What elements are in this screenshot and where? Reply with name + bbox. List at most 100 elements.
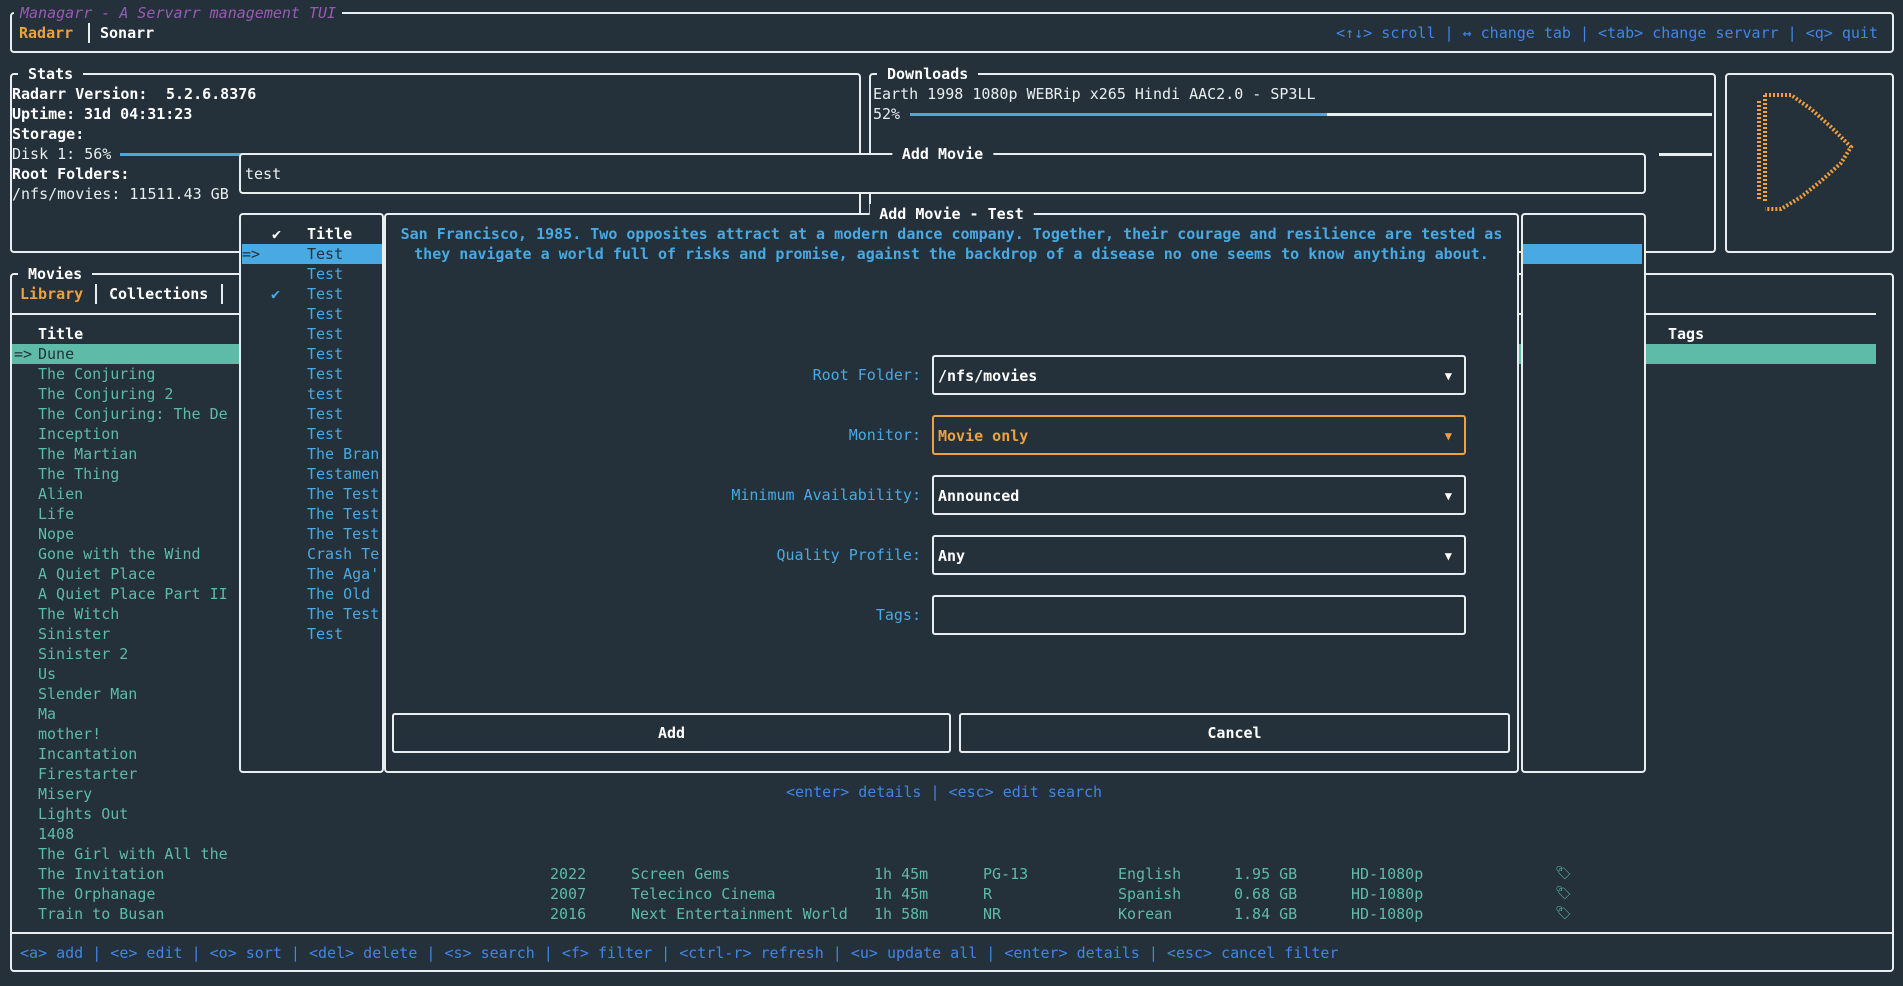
library-row-title[interactable]: Life bbox=[38, 505, 75, 523]
root-folder-value: /nfs/movies bbox=[938, 367, 1038, 385]
library-row-title[interactable]: Alien bbox=[38, 485, 84, 503]
chevron-down-icon: ▼ bbox=[1444, 489, 1452, 503]
library-row-title[interactable]: mother! bbox=[38, 725, 102, 743]
movie-overview-line-1: San Francisco, 1985. Two opposites attra… bbox=[400, 225, 1503, 243]
tab-collections[interactable]: Collections bbox=[109, 285, 209, 303]
library-row-title[interactable]: A Quiet Place bbox=[38, 565, 156, 583]
library-row-title[interactable]: The Invitation bbox=[38, 865, 165, 883]
column-title-header: Title bbox=[38, 325, 84, 343]
library-row-title[interactable]: Incantation bbox=[38, 745, 138, 763]
modal-title: Add Movie - Test bbox=[869, 204, 1034, 224]
search-result-title[interactable]: Test bbox=[307, 365, 344, 383]
library-row-title[interactable]: Us bbox=[38, 665, 57, 683]
minimum-availability-label: Minimum Availability: bbox=[731, 486, 921, 504]
movies-title: Movies bbox=[18, 264, 93, 284]
add-button[interactable]: Add bbox=[392, 713, 951, 753]
search-result-title[interactable]: Test bbox=[307, 625, 344, 643]
library-row-title[interactable]: Misery bbox=[38, 785, 93, 803]
library-row-title[interactable]: Slender Man bbox=[38, 685, 138, 703]
library-row-title[interactable]: Firestarter bbox=[38, 765, 138, 783]
library-row-title[interactable]: Sinister bbox=[38, 625, 111, 643]
minimum-availability-select[interactable]: Announced ▼ bbox=[932, 475, 1466, 515]
search-result-title[interactable]: The Bran bbox=[307, 445, 380, 463]
library-row-title[interactable]: Sinister 2 bbox=[38, 645, 129, 663]
library-row-title[interactable]: The Conjuring: The De bbox=[38, 405, 228, 423]
library-cell-year: 2022 bbox=[550, 865, 587, 883]
library-row-title[interactable]: Dune bbox=[38, 345, 75, 363]
search-result-title[interactable]: Test bbox=[307, 325, 344, 343]
root-folder-value: /nfs/movies: 11511.43 GB bbox=[12, 185, 229, 203]
storage-label: Storage: bbox=[12, 125, 85, 143]
search-result-title[interactable]: Test bbox=[307, 345, 344, 363]
root-folder-select[interactable]: /nfs/movies ▼ bbox=[932, 355, 1466, 395]
search-result-title[interactable]: The Test bbox=[307, 605, 380, 623]
library-cell-language: English bbox=[1118, 865, 1182, 883]
library-row-title[interactable]: Lights Out bbox=[38, 805, 129, 823]
library-row-title[interactable]: The Orphanage bbox=[38, 885, 156, 903]
library-cell-rating: R bbox=[983, 885, 993, 903]
add-movie-search-box: Add Movie test bbox=[239, 144, 1646, 194]
selected-result-highlight bbox=[1523, 244, 1642, 264]
search-results-help: <enter> details | <esc> edit search bbox=[786, 783, 1103, 801]
results-check-header: ✔ bbox=[272, 225, 282, 243]
search-result-title[interactable]: The Test bbox=[307, 525, 380, 543]
tab-sonarr[interactable]: Sonarr bbox=[100, 24, 155, 42]
quality-profile-select[interactable]: Any ▼ bbox=[932, 535, 1466, 575]
library-row-title[interactable]: The Witch bbox=[38, 605, 120, 623]
radarr-play-logo-icon bbox=[1757, 93, 1854, 211]
footer-help-text: <a> add | <e> edit | <o> sort | <del> de… bbox=[20, 944, 1339, 962]
library-row-title[interactable]: The Thing bbox=[38, 465, 120, 483]
search-result-title[interactable]: Test bbox=[307, 425, 344, 443]
library-cell-runtime: 1h 45m bbox=[874, 885, 929, 903]
chevron-down-icon: ▼ bbox=[1444, 429, 1452, 443]
search-result-title[interactable]: Crash Te bbox=[307, 545, 380, 563]
search-input[interactable]: test bbox=[245, 165, 282, 183]
search-result-title[interactable]: The Test bbox=[307, 505, 380, 523]
footer-separator bbox=[12, 932, 1892, 934]
tab-radarr[interactable]: Radarr bbox=[19, 24, 74, 42]
cancel-button[interactable]: Cancel bbox=[959, 713, 1510, 753]
monitor-label: Monitor: bbox=[848, 426, 921, 444]
results-title-header: Title bbox=[307, 225, 353, 243]
search-result-title[interactable]: Test bbox=[307, 405, 344, 423]
selected-result-marker: => bbox=[242, 245, 261, 263]
library-tab-divider bbox=[95, 284, 97, 304]
library-row-title[interactable]: A Quiet Place Part II bbox=[38, 585, 228, 603]
search-result-title[interactable]: The Test bbox=[307, 485, 380, 503]
library-row-title[interactable]: The Martian bbox=[38, 445, 138, 463]
version-label: Radarr Version: bbox=[12, 85, 148, 103]
download-progress-bar-2 bbox=[1659, 153, 1712, 156]
search-result-title[interactable]: The Aga' bbox=[307, 565, 380, 583]
search-result-title[interactable]: Test bbox=[307, 265, 344, 283]
library-row-title[interactable]: Train to Busan bbox=[38, 905, 165, 923]
search-result-title[interactable]: Test bbox=[307, 305, 344, 323]
search-result-title[interactable]: test bbox=[307, 385, 344, 403]
library-row-title[interactable]: Inception bbox=[38, 425, 120, 443]
library-row-title[interactable]: Ma bbox=[38, 705, 57, 723]
search-result-title[interactable]: The Old bbox=[307, 585, 371, 603]
library-row-title[interactable]: The Girl with All the bbox=[38, 845, 228, 863]
tab-divider bbox=[88, 23, 90, 43]
library-row-title[interactable]: The Conjuring bbox=[38, 365, 156, 383]
tab-library[interactable]: Library bbox=[20, 285, 84, 303]
library-cell-studio: Telecinco Cinema bbox=[631, 885, 776, 903]
library-cell-quality: HD-1080p bbox=[1351, 865, 1424, 883]
search-result-title[interactable]: Testamen bbox=[307, 465, 380, 483]
minimum-availability-value: Announced bbox=[938, 487, 1020, 505]
search-results-panel: ✔ Title => Test Test ✔ Test Test Test Test Test t… bbox=[239, 213, 384, 773]
search-result-title[interactable]: Test bbox=[307, 285, 344, 303]
library-row-title[interactable]: Nope bbox=[38, 525, 75, 543]
logo-panel bbox=[1725, 73, 1894, 253]
add-movie-title: Add Movie bbox=[891, 144, 994, 164]
library-cell-studio: Screen Gems bbox=[631, 865, 731, 883]
tags-input[interactable] bbox=[932, 595, 1466, 635]
library-cell-rating: PG-13 bbox=[983, 865, 1029, 883]
quality-profile-label: Quality Profile: bbox=[776, 546, 922, 564]
library-row-title[interactable]: 1408 bbox=[38, 825, 75, 843]
root-folder-label: Root Folder: bbox=[812, 366, 921, 384]
monitor-select[interactable]: Movie only ▼ bbox=[932, 415, 1466, 455]
library-row-title[interactable]: Gone with the Wind bbox=[38, 545, 201, 563]
library-row-title[interactable]: The Conjuring 2 bbox=[38, 385, 174, 403]
search-result-title[interactable]: Test bbox=[307, 245, 344, 263]
library-cell-year: 2007 bbox=[550, 885, 587, 903]
